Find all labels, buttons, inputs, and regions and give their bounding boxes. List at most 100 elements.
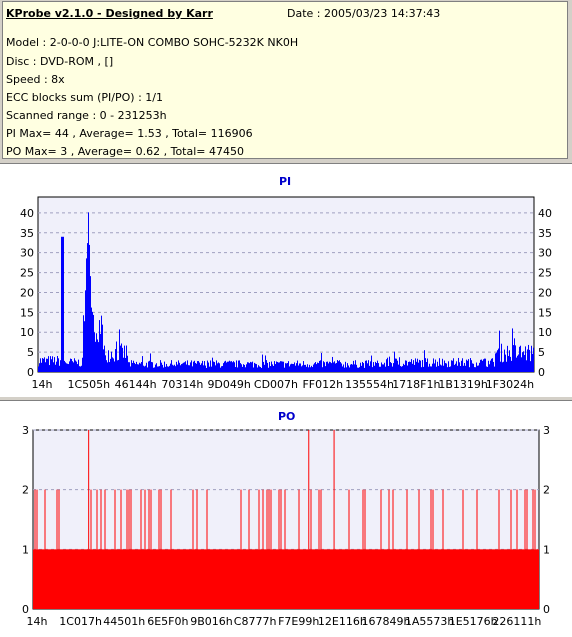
pi-bar xyxy=(56,361,57,372)
pi-bar xyxy=(441,365,442,372)
pi-bar xyxy=(512,328,513,372)
pi-bar xyxy=(128,362,129,372)
pi-bar xyxy=(106,360,107,372)
pi-bar xyxy=(204,361,205,372)
pi-bar xyxy=(69,361,70,372)
pi-bar xyxy=(477,365,478,372)
pi-bar xyxy=(158,366,159,372)
pi-bar xyxy=(45,362,46,372)
pi-bar xyxy=(232,362,233,372)
pi-summary-line: PI Max= 44 , Average= 1.53 , Total= 1169… xyxy=(6,127,253,140)
pi-bar xyxy=(473,363,474,372)
pi-bar xyxy=(220,367,221,372)
pi-bar xyxy=(501,343,502,372)
pi-bar xyxy=(237,367,238,372)
pi-bar xyxy=(166,363,167,372)
pi-bar xyxy=(62,236,63,372)
pi-bar xyxy=(402,366,403,372)
pi-bar xyxy=(347,363,348,372)
pi-bar xyxy=(314,363,315,372)
pi-bar xyxy=(187,360,188,372)
pi-bar xyxy=(465,365,466,372)
pi-bar xyxy=(103,349,104,372)
pi-bar xyxy=(445,363,446,372)
pi-bar xyxy=(240,363,241,372)
pi-bar xyxy=(282,361,283,372)
pi-ytick-right: 30 xyxy=(538,247,552,260)
pi-bar xyxy=(235,367,236,372)
pi-bar xyxy=(38,366,39,372)
po-xtick-label: 1C017h xyxy=(59,615,102,628)
pi-bar xyxy=(306,366,307,372)
pi-bar xyxy=(276,361,277,372)
pi-bar xyxy=(343,364,344,372)
pi-bar xyxy=(344,367,345,372)
po-xtick-label: 1E5176h xyxy=(449,615,498,628)
pi-bar xyxy=(57,355,58,372)
pi-bar xyxy=(75,360,76,372)
pi-bar xyxy=(407,365,408,372)
pi-bar xyxy=(143,365,144,372)
pi-bar xyxy=(345,361,346,372)
pi-bar xyxy=(226,362,227,372)
pi-bar xyxy=(352,364,353,372)
pi-bar xyxy=(49,365,50,372)
pi-bar xyxy=(104,345,105,372)
pi-bar xyxy=(484,358,485,372)
pi-bar xyxy=(243,364,244,372)
pi-bar xyxy=(457,365,458,372)
pi-ytick-right: 10 xyxy=(538,326,552,339)
pi-bar xyxy=(99,320,100,372)
pi-bar xyxy=(367,363,368,372)
pi-bar xyxy=(43,358,44,372)
pi-bar xyxy=(196,363,197,372)
pi-bar xyxy=(387,357,388,372)
pi-bar xyxy=(118,359,119,372)
pi-bar xyxy=(467,360,468,372)
po-xtick-label: 226111h xyxy=(492,615,541,628)
pi-bar xyxy=(125,357,126,372)
pi-bar xyxy=(60,360,61,372)
pi-bar xyxy=(47,358,48,372)
pi-bar xyxy=(181,364,182,372)
pi-bar xyxy=(225,360,226,372)
pi-ytick-left: 10 xyxy=(20,326,34,339)
pi-bar xyxy=(246,364,247,372)
pi-bar xyxy=(452,360,453,372)
pi-bar xyxy=(418,362,419,372)
pi-bar xyxy=(139,362,140,372)
pi-xtick-label: FF012h xyxy=(302,378,343,391)
pi-bar xyxy=(175,366,176,372)
pi-bar xyxy=(84,321,85,372)
pi-bar xyxy=(517,355,518,372)
pi-bar xyxy=(362,361,363,372)
po-summary-line: PO Max= 3 , Average= 0.62 , Total= 47450 xyxy=(6,145,244,158)
pi-bar xyxy=(290,364,291,372)
pi-bar xyxy=(353,360,354,372)
pi-bar xyxy=(52,356,53,372)
pi-bar xyxy=(89,244,90,372)
pi-bar xyxy=(358,367,359,372)
model-line: Model : 2-0-0-0 J:LITE-ON COMBO SOHC-523… xyxy=(6,36,299,49)
pi-bar xyxy=(300,363,301,372)
pi-bar xyxy=(251,362,252,372)
pi-bar xyxy=(378,363,379,372)
pi-xtick-label: 1C505h xyxy=(67,378,110,391)
pi-bar xyxy=(424,350,425,372)
pi-ytick-left: 30 xyxy=(20,247,34,260)
pi-bar xyxy=(157,366,158,372)
pi-bar xyxy=(316,364,317,372)
pi-bar xyxy=(228,361,229,372)
pi-bar xyxy=(97,339,98,372)
pi-bar xyxy=(335,363,336,372)
pi-bar xyxy=(152,362,153,372)
pi-bar xyxy=(71,358,72,372)
pi-bar xyxy=(256,364,257,372)
pi-ytick-left: 5 xyxy=(27,346,34,359)
pi-bar xyxy=(491,358,492,372)
pi-bar xyxy=(210,360,211,372)
pi-bar xyxy=(460,366,461,372)
pi-ytick-left: 15 xyxy=(20,306,34,319)
pi-bar xyxy=(63,236,64,372)
pi-bar xyxy=(443,365,444,372)
